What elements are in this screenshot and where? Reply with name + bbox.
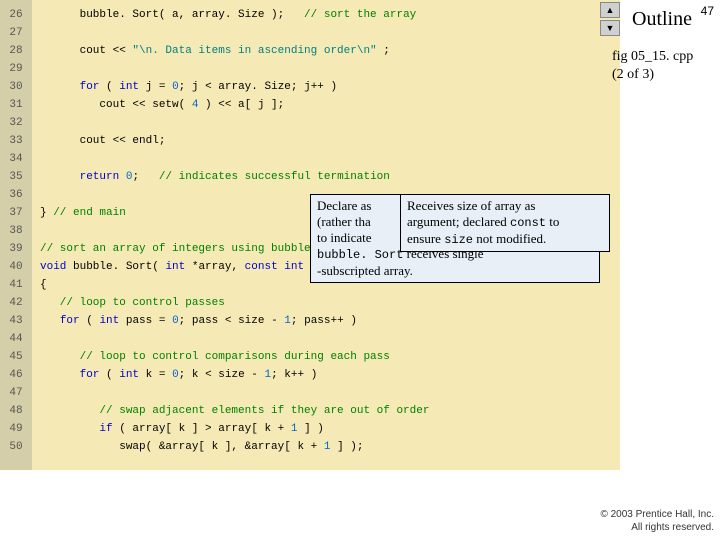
file-info: fig 05_15. cpp (2 of 3) bbox=[612, 48, 712, 84]
code-line: bubble. Sort( a, array. Size ); // sort … bbox=[40, 6, 620, 24]
line-number: 31 bbox=[0, 96, 32, 114]
nav-buttons: ▲ ▼ bbox=[600, 2, 620, 36]
code-line bbox=[40, 60, 620, 78]
code-line bbox=[40, 330, 620, 348]
line-number: 47 bbox=[0, 384, 32, 402]
line-number: 42 bbox=[0, 294, 32, 312]
line-number: 36 bbox=[0, 186, 32, 204]
annotation-text: to bbox=[546, 214, 559, 229]
line-number: 28 bbox=[0, 42, 32, 60]
code-line: for ( int k = 0; k < size - 1; k++ ) bbox=[40, 366, 620, 384]
line-number: 46 bbox=[0, 366, 32, 384]
nav-down-button[interactable]: ▼ bbox=[600, 20, 620, 36]
code-line: // swap adjacent elements if they are ou… bbox=[40, 402, 620, 420]
code-line bbox=[40, 150, 620, 168]
outline-title: Outline bbox=[632, 8, 692, 31]
annotation-text: argument; declared bbox=[407, 214, 510, 229]
annotation-text: to indicate bbox=[317, 230, 372, 245]
annotation-code: bubble. Sort bbox=[317, 248, 403, 262]
file-name: fig 05_15. cpp bbox=[612, 48, 712, 66]
copyright-line: © 2003 Prentice Hall, Inc. bbox=[600, 508, 714, 521]
line-number: 48 bbox=[0, 402, 32, 420]
code-line: cout << endl; bbox=[40, 132, 620, 150]
code-line bbox=[40, 384, 620, 402]
nav-up-button[interactable]: ▲ bbox=[600, 2, 620, 18]
code-line: swap( &array[ k ], &array[ k + 1 ] ); bbox=[40, 438, 620, 456]
annotation-text: -subscripted array. bbox=[317, 263, 413, 278]
annotation-code: size bbox=[444, 233, 473, 247]
line-number: 29 bbox=[0, 60, 32, 78]
annotation-text: not modified. bbox=[473, 231, 546, 246]
line-number: 33 bbox=[0, 132, 32, 150]
annotation-code: const bbox=[510, 216, 546, 230]
line-number: 44 bbox=[0, 330, 32, 348]
file-part: (2 of 3) bbox=[612, 66, 712, 84]
line-number: 49 bbox=[0, 420, 32, 438]
line-number: 39 bbox=[0, 240, 32, 258]
code-line bbox=[40, 114, 620, 132]
line-number: 34 bbox=[0, 150, 32, 168]
line-number: 40 bbox=[0, 258, 32, 276]
line-number: 43 bbox=[0, 312, 32, 330]
line-number: 35 bbox=[0, 168, 32, 186]
annotation-text: ensure bbox=[407, 231, 444, 246]
line-number: 50 bbox=[0, 438, 32, 456]
code-line: for ( int j = 0; j < array. Size; j++ ) bbox=[40, 78, 620, 96]
annotation-text: (rather tha bbox=[317, 214, 371, 229]
line-number: 41 bbox=[0, 276, 32, 294]
annotation-text: Receives size of array as bbox=[407, 198, 536, 213]
line-number-gutter: 26 27 28 29 30 31 32 33 34 35 36 37 38 3… bbox=[0, 0, 32, 470]
line-number: 38 bbox=[0, 222, 32, 240]
code-line: if ( array[ k ] > array[ k + 1 ] ) bbox=[40, 420, 620, 438]
annotation-box: Receives size of array as argument; decl… bbox=[400, 194, 610, 252]
line-number: 45 bbox=[0, 348, 32, 366]
line-number: 26 bbox=[0, 6, 32, 24]
code-line: cout << "\n. Data items in ascending ord… bbox=[40, 42, 620, 60]
annotation-text: Declare as bbox=[317, 198, 372, 213]
code-line: for ( int pass = 0; pass < size - 1; pas… bbox=[40, 312, 620, 330]
code-line: cout << setw( 4 ) << a[ j ]; bbox=[40, 96, 620, 114]
copyright: © 2003 Prentice Hall, Inc. All rights re… bbox=[600, 508, 714, 534]
code-line: // loop to control comparisons during ea… bbox=[40, 348, 620, 366]
line-number: 37 bbox=[0, 204, 32, 222]
line-number: 30 bbox=[0, 78, 32, 96]
line-number: 27 bbox=[0, 24, 32, 42]
code-line bbox=[40, 24, 620, 42]
code-line: return 0; // indicates successful termin… bbox=[40, 168, 620, 186]
line-number: 32 bbox=[0, 114, 32, 132]
code-line: // loop to control passes bbox=[40, 294, 620, 312]
copyright-line: All rights reserved. bbox=[600, 521, 714, 534]
page-number: 47 bbox=[701, 4, 714, 18]
